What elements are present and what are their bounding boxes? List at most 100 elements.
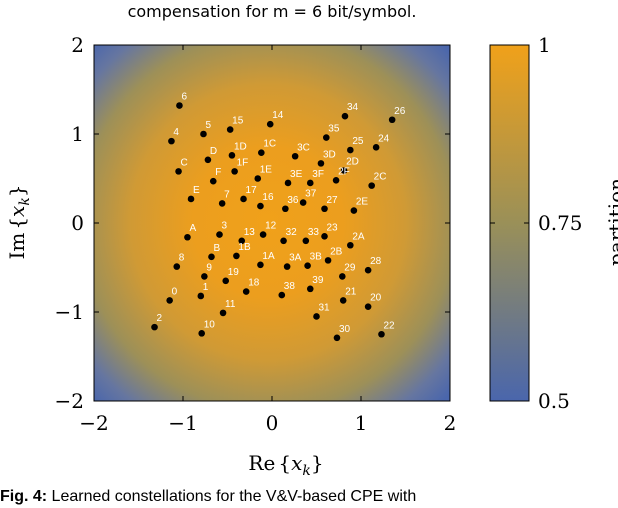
- point-label-1B: 1B: [238, 242, 251, 253]
- point-label-2D: 2D: [346, 156, 359, 167]
- point-label-35: 35: [328, 124, 340, 135]
- point-2B: [324, 257, 332, 264]
- point-2F: [332, 176, 340, 184]
- point-29: [339, 273, 346, 280]
- point-1A: [257, 261, 264, 269]
- point-20: [364, 303, 372, 310]
- colorbar-tick-label: 1: [538, 33, 551, 57]
- point-21: [339, 297, 347, 304]
- point-2C: [368, 182, 375, 189]
- x-tick-label: 1: [355, 411, 368, 435]
- point-label-1: 1: [203, 282, 209, 293]
- point-label-17: 17: [246, 185, 258, 196]
- point-label-3B: 3B: [310, 252, 323, 263]
- point-label-19: 19: [228, 267, 240, 278]
- point-label-2A: 2A: [352, 231, 365, 242]
- point-5: [200, 130, 207, 138]
- point-label-F: F: [215, 167, 221, 178]
- point-label-2E: 2E: [356, 197, 369, 208]
- point-1C: [258, 149, 265, 156]
- point-2A: [347, 241, 354, 249]
- point-label-26: 26: [394, 106, 406, 117]
- point-label-3F: 3F: [312, 169, 324, 180]
- point-label-20: 20: [370, 293, 382, 304]
- point-2D: [340, 167, 348, 174]
- point-3: [216, 231, 223, 238]
- y-tick-label: −1: [55, 300, 84, 324]
- y-tick-label: 2: [71, 33, 84, 57]
- point-label-3E: 3E: [290, 169, 303, 180]
- y-tick-label: 1: [71, 122, 84, 146]
- point-26: [388, 116, 396, 124]
- point-label-9: 9: [206, 262, 212, 273]
- x-tick-label: 2: [444, 411, 457, 435]
- point-1D: [228, 152, 236, 159]
- point-1B: [233, 252, 240, 260]
- point-13: [238, 237, 246, 245]
- point-label-16: 16: [262, 192, 274, 203]
- point-19: [222, 277, 230, 285]
- point-label-1D: 1D: [234, 141, 247, 152]
- point-label-31: 31: [319, 302, 331, 313]
- point-label-1A: 1A: [262, 251, 275, 262]
- point-label-29: 29: [344, 262, 356, 273]
- point-27: [321, 205, 328, 213]
- point-label-28: 28: [370, 256, 382, 267]
- point-15: [226, 126, 234, 133]
- point-label-5: 5: [205, 120, 211, 131]
- point-label-18: 18: [248, 278, 260, 289]
- point-label-3C: 3C: [297, 142, 310, 153]
- svg-text:Im{xk}: Im{xk}: [5, 184, 33, 259]
- point-label-2: 2: [157, 313, 163, 324]
- point-0: [166, 297, 173, 304]
- point-8: [173, 263, 181, 270]
- point-label-13: 13: [244, 227, 256, 238]
- point-35: [322, 134, 330, 141]
- point-10: [198, 330, 205, 337]
- colorbar-tick-label: 0.75: [538, 211, 583, 235]
- point-1: [197, 292, 205, 300]
- point-39: [306, 285, 314, 293]
- point-label-32: 32: [286, 227, 298, 238]
- y-tick-label: 0: [71, 211, 84, 235]
- point-label-23: 23: [327, 222, 339, 233]
- point-18: [242, 288, 250, 295]
- x-axis-label: Re {xk}: [248, 451, 323, 479]
- point-F: [209, 177, 217, 185]
- point-label-A: A: [189, 223, 196, 234]
- point-label-24: 24: [378, 133, 390, 144]
- point-label-22: 22: [383, 320, 395, 331]
- point-label-30: 30: [339, 324, 351, 335]
- point-37: [299, 199, 307, 206]
- point-24: [372, 144, 380, 151]
- point-E: [187, 195, 195, 203]
- point-label-B: B: [213, 243, 220, 254]
- point-label-14: 14: [272, 110, 284, 121]
- point-label-3A: 3A: [289, 253, 302, 264]
- point-label-3: 3: [221, 221, 227, 232]
- point-38: [278, 291, 286, 299]
- point-label-33: 33: [308, 227, 320, 238]
- point-B: [208, 253, 215, 261]
- point-label-3D: 3D: [323, 149, 336, 160]
- point-3E: [284, 179, 292, 187]
- y-axis-label: Im{xk}: [5, 184, 33, 259]
- x-tick-label: −2: [79, 411, 108, 435]
- point-label-10: 10: [204, 319, 216, 330]
- plot-background: [94, 45, 450, 401]
- point-label-E: E: [193, 185, 200, 196]
- point-1E: [254, 175, 262, 182]
- point-14: [266, 120, 274, 128]
- point-3F: [306, 179, 314, 187]
- point-1F: [231, 168, 238, 175]
- point-label-D: D: [210, 146, 217, 157]
- point-label-2C: 2C: [374, 172, 387, 183]
- point-label-12: 12: [265, 221, 277, 232]
- figure-caption: Fig. 4: Learned constellations for the V…: [0, 488, 618, 508]
- point-4: [168, 137, 175, 145]
- point-label-6: 6: [181, 92, 187, 103]
- point-11: [219, 309, 227, 317]
